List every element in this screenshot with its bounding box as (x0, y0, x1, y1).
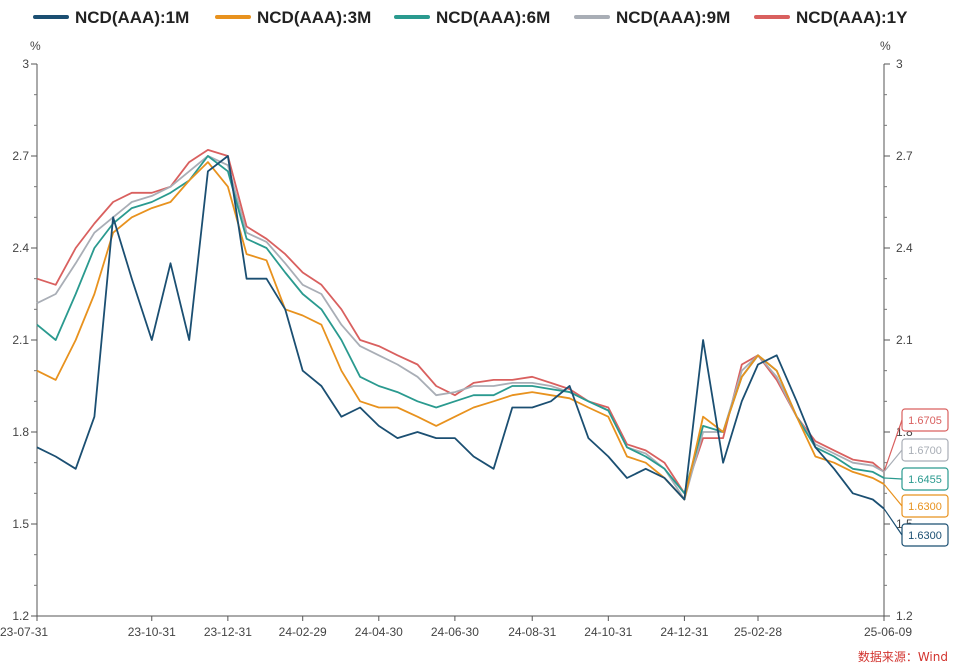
end-connector (883, 449, 903, 473)
end-value-box (901, 408, 949, 432)
end-value-label: 1.6700 (908, 445, 942, 457)
end-connector (883, 483, 903, 507)
legend-label: NCD(AAA):1Y (796, 8, 908, 27)
series-line (36, 149, 885, 495)
end-value-box (901, 494, 949, 518)
end-value-box (901, 438, 949, 462)
y-tick-label-left: 1.8 (12, 425, 29, 439)
x-tick-label: 25-06-09 (864, 625, 912, 639)
end-value-label: 1.6300 (908, 530, 942, 542)
x-tick-label: 24-10-31 (584, 625, 632, 639)
series-line (36, 155, 885, 501)
end-value-label: 1.6300 (908, 501, 942, 513)
end-connector (883, 508, 903, 536)
legend-label: NCD(AAA):1M (75, 8, 189, 27)
y-tick-label-left: 2.1 (12, 333, 29, 347)
x-tick-label: 24-12-31 (660, 625, 708, 639)
x-tick-label: 25-02-28 (734, 625, 782, 639)
x-tick-label: 24-06-30 (431, 625, 479, 639)
y-tick-label-left: 1.5 (12, 517, 29, 531)
x-tick-label: 24-08-31 (508, 625, 556, 639)
left-unit-label: % (30, 39, 41, 53)
x-tick-label: 23-12-31 (204, 625, 252, 639)
end-connector (883, 419, 903, 473)
y-tick-label-left: 2.7 (12, 149, 29, 163)
end-value-box (901, 467, 949, 491)
x-tick-label: 24-02-29 (279, 625, 327, 639)
end-value-label: 1.6705 (908, 415, 942, 427)
end-value-label: 1.6455 (908, 474, 942, 486)
x-tick-label: 23-07-31 (0, 625, 48, 639)
legend-label: NCD(AAA):6M (436, 8, 550, 27)
end-value-box (901, 523, 949, 547)
legend: NCD(AAA):1M NCD(AAA):3M NCD(AAA):6M NCD(AAA… (33, 8, 908, 27)
y-tick-label-left: 2.4 (12, 241, 29, 255)
series-line (36, 155, 885, 510)
y-tick-label-right: 1.2 (896, 609, 913, 623)
y-tick-label-right: 2.4 (896, 241, 913, 255)
y-tick-label-left: 3 (22, 57, 29, 71)
series-line (36, 161, 885, 501)
x-tick-label: 24-04-30 (355, 625, 403, 639)
y-tick-label-right: 2.7 (896, 149, 913, 163)
end-labels: 1.6705 1.6700 1.6455 1.6300 1.6300 (883, 408, 949, 547)
x-tick-label: 23-10-31 (128, 625, 176, 639)
series-lines (36, 149, 885, 510)
legend-label: NCD(AAA):9M (616, 8, 730, 27)
source-note: 数据来源：Wind (858, 649, 948, 664)
y-tick-label-right: 3 (896, 57, 903, 71)
legend-label: NCD(AAA):3M (257, 8, 371, 27)
y-tick-label-left: 1.2 (12, 609, 29, 623)
axes: 1.21.21.51.51.81.82.12.12.42.42.72.73323… (0, 57, 913, 639)
y-tick-label-right: 2.1 (896, 333, 913, 347)
right-unit-label: % (880, 39, 891, 53)
end-connector (883, 477, 903, 480)
